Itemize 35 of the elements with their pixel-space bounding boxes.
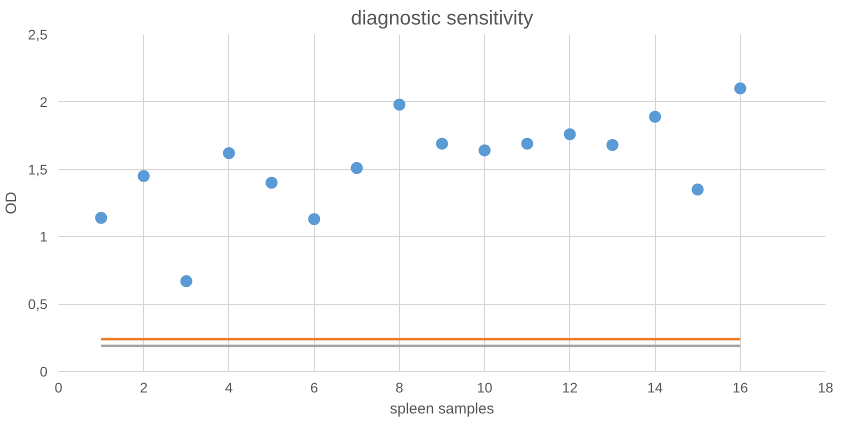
point — [692, 184, 704, 196]
x-tick-label: 8 — [395, 380, 404, 396]
x-tick-label: 16 — [732, 380, 748, 396]
point — [266, 176, 278, 189]
point — [606, 139, 618, 152]
point — [393, 98, 406, 111]
point — [350, 162, 363, 174]
chart-title: diagnostic sensitivity — [350, 8, 534, 30]
x-tick-label: 14 — [647, 380, 664, 396]
y-tick-label: 0 — [40, 364, 48, 380]
point — [436, 138, 448, 150]
y-tick-label: 2 — [40, 94, 48, 110]
x-tick-label: 12 — [562, 380, 578, 396]
y-tick-label: 0,5 — [28, 296, 48, 312]
x-axis-title: spleen samples — [390, 400, 494, 418]
y-tick-label: 1 — [40, 228, 48, 245]
point — [222, 147, 235, 160]
x-tick-label: 10 — [476, 380, 493, 396]
point — [564, 128, 576, 140]
y-tick-label: 2,5 — [28, 26, 48, 42]
point — [649, 110, 662, 123]
x-tick-label: 4 — [225, 380, 234, 396]
point — [308, 213, 320, 226]
x-tick-label: 0 — [54, 380, 63, 396]
point — [521, 138, 534, 150]
point — [138, 170, 150, 182]
x-tick-label: 2 — [140, 380, 148, 396]
x-tick-label: 6 — [310, 380, 318, 396]
x-tick-label: 18 — [818, 380, 834, 396]
point — [95, 212, 108, 224]
point — [180, 275, 192, 288]
y-tick-label: 1,5 — [28, 161, 48, 178]
point — [734, 82, 746, 94]
point — [478, 144, 491, 156]
y-axis-title: OD — [3, 192, 20, 214]
